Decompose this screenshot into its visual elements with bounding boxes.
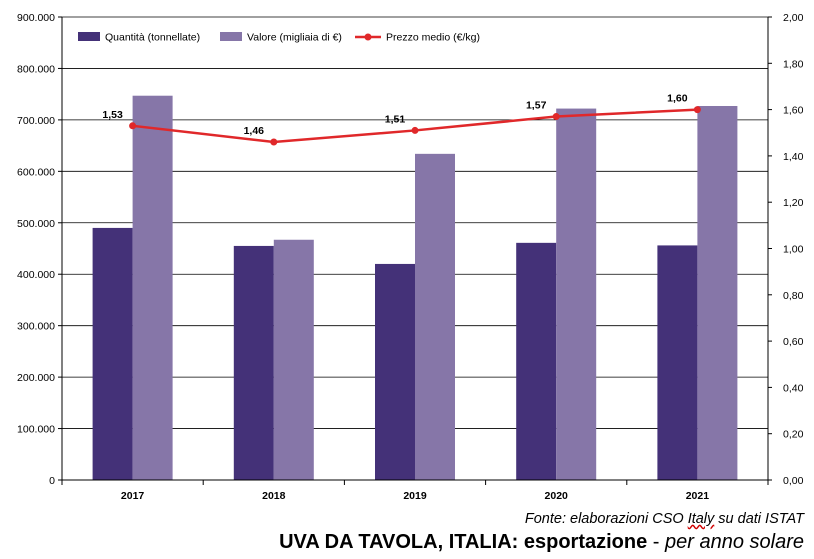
price-data-label: 1,51	[385, 113, 406, 125]
title-main: UVA DA TAVOLA, ITALIA: esportazione	[279, 531, 648, 553]
right-tick-label: 1,20	[783, 197, 804, 209]
right-tick-label: 0,40	[783, 382, 804, 394]
right-tick-label: 0,60	[783, 336, 804, 348]
bar-valore	[556, 108, 597, 481]
left-tick-label: 900.000	[17, 12, 55, 24]
legend-label: Prezzo medio (€/kg)	[386, 32, 480, 44]
price-data-label: 1,60	[667, 93, 688, 105]
left-tick-label: 500.000	[17, 218, 55, 230]
title-italic: per anno solare	[665, 531, 804, 553]
data-labels: 1,53 1,46 1,51 1,57 1,60	[102, 93, 687, 137]
right-tick-label: 1,40	[783, 151, 804, 163]
price-point	[693, 106, 701, 114]
right-tick-label: 1,80	[783, 58, 804, 70]
right-tick-label: 1,60	[783, 105, 804, 117]
price-data-label: 1,46	[244, 125, 265, 137]
source-suffix: su dati ISTAT	[714, 511, 804, 527]
title-separator: -	[647, 531, 666, 553]
category-label: 2018	[262, 490, 286, 502]
right-tick-label: 0,20	[783, 429, 804, 441]
price-data-label: 1,53	[102, 109, 123, 121]
bar-quantita	[375, 263, 415, 480]
legend-label: Valore (migliaia di €)	[247, 32, 342, 44]
legend-marker	[364, 33, 372, 41]
bar-quantita	[233, 245, 274, 480]
legend-swatch	[78, 32, 100, 41]
bar-quantita	[516, 242, 557, 480]
bar-valore	[132, 95, 173, 481]
price-point	[129, 122, 137, 130]
bar-quantita	[657, 245, 698, 480]
category-label: 2020	[545, 490, 569, 502]
bars	[92, 95, 738, 481]
bar-quantita	[92, 227, 133, 480]
source-underlined-word: Italy	[687, 511, 715, 527]
category-label: 2021	[686, 490, 710, 502]
left-tick-label: 200.000	[17, 372, 55, 384]
left-tick-label: 100.000	[17, 424, 55, 436]
left-tick-label: 600.000	[17, 166, 55, 178]
price-data-label: 1,57	[526, 100, 547, 112]
right-tick-label: 1,00	[783, 244, 804, 256]
legend-label: Quantità (tonnellate)	[105, 32, 200, 44]
bar-valore	[273, 239, 314, 480]
price-point	[411, 126, 419, 134]
source-note: Fonte: elaborazioni CSO Italy su dati IS…	[525, 511, 804, 527]
chart: 0 100.000 200.000 300.000 400.000 500.000 600.…	[17, 12, 804, 502]
axes: 0 100.000 200.000 300.000 400.000 500.000 600.…	[17, 12, 804, 502]
price-line	[129, 106, 701, 146]
price-point	[552, 113, 560, 121]
price-line-path	[132, 108, 698, 144]
source-prefix: Fonte: elaborazioni CSO	[524, 511, 688, 527]
bar-valore	[697, 105, 738, 480]
legend: Quantità (tonnellate) Valore (migliaia di…	[78, 32, 480, 44]
left-tick-label: 300.000	[17, 321, 55, 333]
left-tick-label: 400.000	[17, 269, 55, 281]
price-point	[270, 138, 278, 146]
left-tick-label: 0	[49, 475, 55, 487]
right-tick-label: 0,00	[783, 475, 804, 487]
category-label: 2019	[403, 490, 427, 502]
left-tick-label: 700.000	[17, 115, 55, 127]
bar-valore	[415, 153, 455, 480]
left-tick-label: 800.000	[17, 63, 55, 75]
right-tick-label: 0,80	[783, 290, 804, 302]
category-label: 2017	[121, 490, 145, 502]
right-tick-label: 2,00	[783, 12, 804, 24]
chart-title: UVA DA TAVOLA, ITALIA: esportazione - pe…	[279, 531, 804, 554]
legend-swatch	[220, 32, 242, 41]
